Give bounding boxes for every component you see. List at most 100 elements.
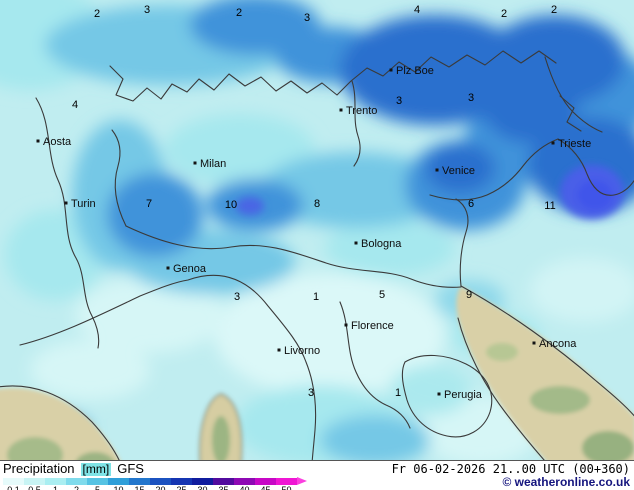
city-marker-livorno: Livorno <box>277 345 320 357</box>
city-label: Bologna <box>361 238 402 250</box>
city-dot-icon <box>166 266 170 270</box>
precip-value: 5 <box>379 289 385 301</box>
scale-label: 50 <box>281 485 292 490</box>
precip-value: 8 <box>314 198 320 210</box>
precip-value: 3 <box>468 92 474 104</box>
copyright-link[interactable]: © weatheronline.co.uk <box>502 475 630 489</box>
precip-value: 6 <box>468 198 474 210</box>
legend-model: GFS <box>117 461 144 476</box>
color-scale: 0.1 0.5 1 2 5 10 15 20 25 30 35 40 45 50 <box>3 477 307 490</box>
city-marker-trento: Trento <box>339 105 377 117</box>
city-dot-icon <box>64 201 68 205</box>
city-marker-turin: Turin <box>64 198 96 210</box>
scale-cell-50 <box>276 477 297 485</box>
precip-value: 2 <box>94 8 100 20</box>
color-scale-bar <box>3 477 307 485</box>
precip-value: 2 <box>236 7 242 19</box>
precip-value: 2 <box>551 4 557 16</box>
precip-value: 10 <box>225 199 237 211</box>
scale-label: 0.1 <box>7 485 20 490</box>
city-marker-plz-boe: Plz Boe <box>389 65 434 77</box>
city-label: Turin <box>71 198 96 210</box>
city-label: Trento <box>346 105 377 117</box>
precipitation-map: 2 3 2 3 4 2 2 4 3 3 7 10 8 6 11 3 1 5 9 3 1 Aosta Turin Milan T… <box>0 0 634 460</box>
color-scale-cells <box>3 477 297 485</box>
scale-label: 10 <box>113 485 124 490</box>
scale-label: 2 <box>73 485 79 490</box>
adriatic-coast-land <box>456 286 634 460</box>
precip-value: 1 <box>395 387 401 399</box>
color-scale-labels: 0.1 0.5 1 2 5 10 15 20 25 30 35 40 45 50 <box>3 485 307 490</box>
coast-border-lines <box>0 50 634 460</box>
city-dot-icon <box>277 348 281 352</box>
scale-label: 0.5 <box>28 485 41 490</box>
scale-cell-5 <box>87 477 108 485</box>
city-dot-icon <box>193 161 197 165</box>
precip-value: 4 <box>414 4 420 16</box>
city-dot-icon <box>389 68 393 72</box>
precip-value: 3 <box>144 4 150 16</box>
city-marker-ancona: Ancona <box>532 338 577 350</box>
city-label: Florence <box>351 320 394 332</box>
city-dot-icon <box>437 392 441 396</box>
map-canvas: 2 3 2 34 2 24 3 37 10 8 6 113 1 5 93 1 AostaTurinMilanT… <box>0 0 634 460</box>
scale-label: 20 <box>155 485 166 490</box>
city-label: Milan <box>200 158 226 170</box>
scale-cell-35 <box>213 477 234 485</box>
precip-value: 3 <box>304 12 310 24</box>
scale-label: 5 <box>94 485 100 490</box>
city-marker-venice: Venice <box>435 165 475 177</box>
city-label-layer: Aosta Turin Milan Trento Plz Boe Venice Triest… <box>36 65 591 401</box>
precip-value: 7 <box>146 198 152 210</box>
precip-value-layer: 2 3 2 34 2 24 3 37 10 8 6 113 1 5 93 1 <box>72 4 557 399</box>
precip-value: 9 <box>466 289 472 301</box>
legend-left: Precipitation [mm] GFS 0.1 0.5 1 2 5 10 15 20 25… <box>0 461 307 490</box>
scale-cell-0.5 <box>24 477 45 485</box>
color-scale-arrow <box>297 477 307 485</box>
terrain-layer <box>0 286 634 460</box>
precip-max-layer <box>236 165 624 219</box>
datetime-label: Fr 06-02-2026 21..00 UTC (00+360) <box>391 462 630 476</box>
scale-cell-25 <box>171 477 192 485</box>
scale-cell-10 <box>108 477 129 485</box>
city-label: Perugia <box>444 389 483 401</box>
scale-cell-20 <box>150 477 171 485</box>
scale-cell-15 <box>129 477 150 485</box>
scale-cell-1 <box>45 477 66 485</box>
precip-value: 1 <box>313 291 319 303</box>
precip-value: 2 <box>501 8 507 20</box>
precip-shade-layer <box>0 0 634 460</box>
city-label: Plz Boe <box>396 65 434 77</box>
city-dot-icon <box>339 108 343 112</box>
city-dot-icon <box>435 168 439 172</box>
scale-cell-30 <box>192 477 213 485</box>
scale-cell-0.1 <box>3 477 24 485</box>
scale-label: 45 <box>260 485 271 490</box>
scale-label: 40 <box>239 485 250 490</box>
city-dot-icon <box>354 241 358 245</box>
city-dot-icon <box>36 139 40 143</box>
legend-title: Precipitation <box>3 461 75 476</box>
legend-unit: [mm] <box>80 462 112 476</box>
precip-value: 3 <box>234 291 240 303</box>
scale-label: 25 <box>176 485 187 490</box>
precip-value: 4 <box>72 99 78 111</box>
city-dot-icon <box>532 341 536 345</box>
city-dot-icon <box>344 323 348 327</box>
precip-value: 3 <box>308 387 314 399</box>
city-label: Livorno <box>284 345 320 357</box>
city-label: Ancona <box>539 338 577 350</box>
city-label: Venice <box>442 165 475 177</box>
city-label: Genoa <box>173 263 207 275</box>
city-marker-perugia: Perugia <box>437 389 483 401</box>
scale-cell-45 <box>255 477 276 485</box>
city-marker-milan: Milan <box>193 158 226 170</box>
precip-value: 11 <box>544 200 555 212</box>
city-label: Trieste <box>558 138 591 150</box>
scale-label: 1 <box>52 485 58 490</box>
precip-value: 3 <box>396 95 402 107</box>
scale-label: 15 <box>134 485 145 490</box>
city-marker-aosta: Aosta <box>36 136 72 148</box>
city-marker-trieste: Trieste <box>551 138 591 150</box>
